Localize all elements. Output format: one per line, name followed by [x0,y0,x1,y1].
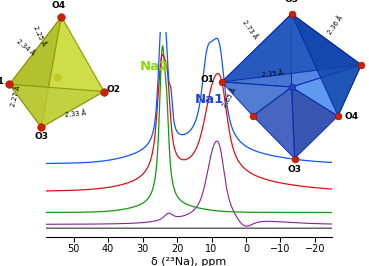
Text: Na2: Na2 [140,60,169,73]
Text: O1: O1 [0,77,5,86]
Polygon shape [10,84,104,127]
Polygon shape [292,65,361,116]
Text: 2.35 Å: 2.35 Å [262,69,284,78]
Text: O1: O1 [201,75,215,84]
Polygon shape [292,14,361,116]
Text: 2.34 Å: 2.34 Å [15,38,36,57]
Text: 2.33 Å: 2.33 Å [64,109,86,118]
Text: O2: O2 [368,55,369,64]
Polygon shape [222,82,292,116]
Text: 2.27 Å: 2.27 Å [10,84,22,107]
Text: Na1: Na1 [195,93,224,106]
Text: 2.25 Å: 2.25 Å [32,25,48,47]
Text: O3: O3 [34,132,48,141]
Polygon shape [10,17,104,92]
Text: 2.73 Å: 2.73 Å [242,19,259,40]
Polygon shape [222,14,361,82]
Text: O3: O3 [284,0,299,4]
X-axis label: δ (²³Na), ppm: δ (²³Na), ppm [152,257,227,266]
Text: O4: O4 [345,112,359,121]
Text: O3: O3 [287,165,301,174]
Text: O2: O2 [106,85,120,94]
Text: 2.65 Å: 2.65 Å [221,86,238,109]
Text: O4: O4 [52,1,66,10]
Polygon shape [292,87,338,159]
Polygon shape [292,14,361,87]
Text: 2.36 Å: 2.36 Å [327,14,345,35]
Polygon shape [222,14,292,87]
Polygon shape [253,87,294,159]
Polygon shape [10,17,61,127]
Polygon shape [41,17,104,127]
